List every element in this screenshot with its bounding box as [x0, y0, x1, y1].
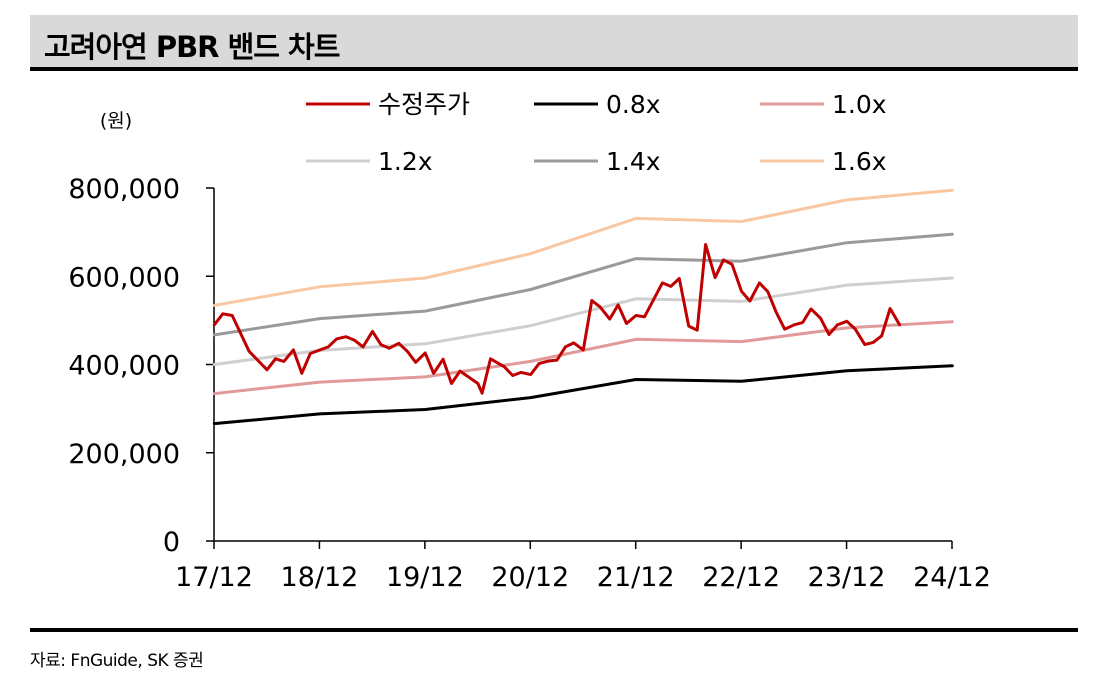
- x-tick-label: 19/12: [386, 562, 464, 593]
- y-unit-label: (원): [100, 110, 132, 132]
- x-tick-label: 24/12: [913, 562, 991, 593]
- y-tick-label: 600,000: [68, 262, 180, 293]
- x-tick-label: 17/12: [175, 562, 253, 593]
- series-line-adjusted-price: [212, 243, 902, 395]
- legend-label: 1.0x: [832, 90, 887, 119]
- series-line-1-0x: [212, 320, 954, 396]
- legend-label: 1.4x: [606, 147, 661, 176]
- x-tick-label: 23/12: [808, 562, 886, 593]
- title-bar: 고려아연 PBR 밴드 차트: [30, 15, 1078, 71]
- series-line-0-8x: [212, 364, 954, 426]
- x-tick-label: 22/12: [702, 562, 780, 593]
- chart-title: 고려아연 PBR 밴드 차트: [44, 30, 340, 64]
- legend-label: 수정주가: [378, 90, 470, 119]
- y-tick-label: 800,000: [68, 174, 180, 205]
- series-line-1-6x: [212, 188, 954, 307]
- legend-label: 1.2x: [378, 147, 433, 176]
- x-tick-label: 21/12: [597, 562, 675, 593]
- legend-label: 0.8x: [606, 90, 661, 119]
- series-line-1-4x: [212, 232, 954, 337]
- legend-label: 1.6x: [832, 147, 887, 176]
- y-tick-label: 200,000: [68, 439, 180, 470]
- y-tick-label: 0: [163, 527, 180, 558]
- x-tick-label: 20/12: [491, 562, 569, 593]
- series-line-1-2x: [212, 276, 954, 366]
- bottom-rule: [30, 628, 1078, 632]
- x-tick-label: 18/12: [281, 562, 359, 593]
- y-tick-label: 400,000: [68, 351, 180, 382]
- source-note: 자료: FnGuide, SK 증권: [30, 651, 204, 671]
